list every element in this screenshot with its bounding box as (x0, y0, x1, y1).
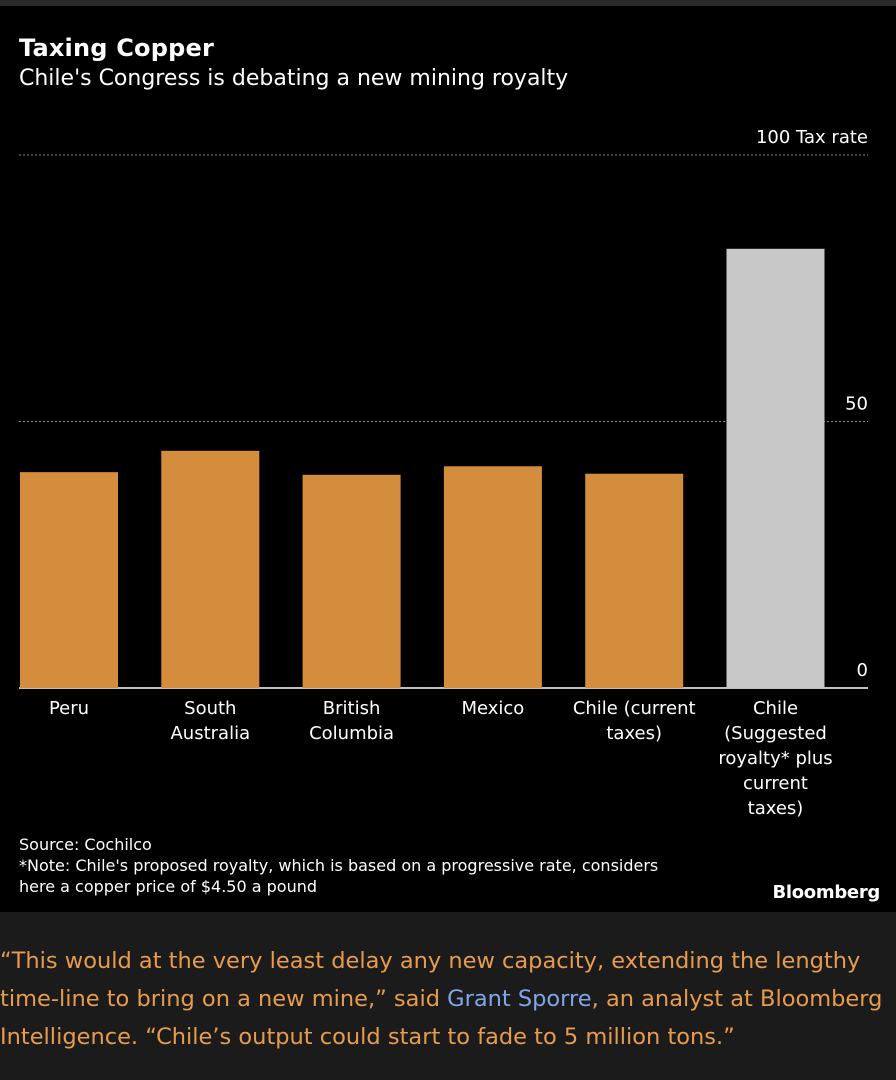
bars (20, 248, 825, 689)
top-bar (0, 0, 896, 6)
note-line-2: here a copper price of $4.50 a pound (19, 877, 318, 896)
category-label-1: Peru (49, 698, 89, 719)
category-label-3: British Columbia (309, 698, 394, 744)
bar-2 (161, 450, 260, 688)
bar-5 (585, 473, 684, 688)
category-label-6: Chile (Suggested royalty* plus current taxes… (718, 698, 832, 819)
source-note: Source: Cochilco *Note: Chile's proposed… (19, 834, 658, 897)
y-tick-label-0: 0 (857, 660, 868, 681)
category-label-5: Chile (current taxes) (573, 698, 696, 744)
bloomberg-logo: Bloomberg (772, 882, 880, 903)
category-label-2: South Australia (170, 698, 250, 744)
chart-panel: Taxing Copper Chile's Congress is debati… (0, 6, 896, 912)
note-line-1: *Note: Chile's proposed royalty, which i… (19, 856, 659, 875)
bar-chart: 0 50 100 Tax rate Peru South Australia Britis… (19, 127, 868, 819)
category-labels: Peru South Australia British Columbia Mexico C… (49, 698, 833, 819)
chart-title: Taxing Copper (19, 34, 214, 62)
source-text: Source: Cochilco (19, 835, 152, 854)
bar-1 (20, 472, 118, 688)
y-tick-label-50: 50 (845, 394, 868, 415)
category-label-4: Mexico (461, 698, 524, 719)
bar-3 (302, 474, 401, 688)
y-tick-label-100: 100 Tax rate (756, 127, 868, 148)
analyst-link[interactable]: Grant Sporre (447, 986, 592, 1012)
article-paragraph: “This would at the very least delay any … (0, 942, 890, 1056)
article-text-before: “This would at the very least delay any … (0, 948, 861, 1012)
chart-subtitle: Chile's Congress is debating a new minin… (19, 66, 569, 91)
bar-4 (443, 466, 542, 688)
y-tick-labels: 0 50 100 Tax rate (756, 127, 868, 681)
article-text-after: , an analyst at Bloomberg Intelligence. … (0, 986, 883, 1050)
bar-6 (726, 248, 825, 689)
